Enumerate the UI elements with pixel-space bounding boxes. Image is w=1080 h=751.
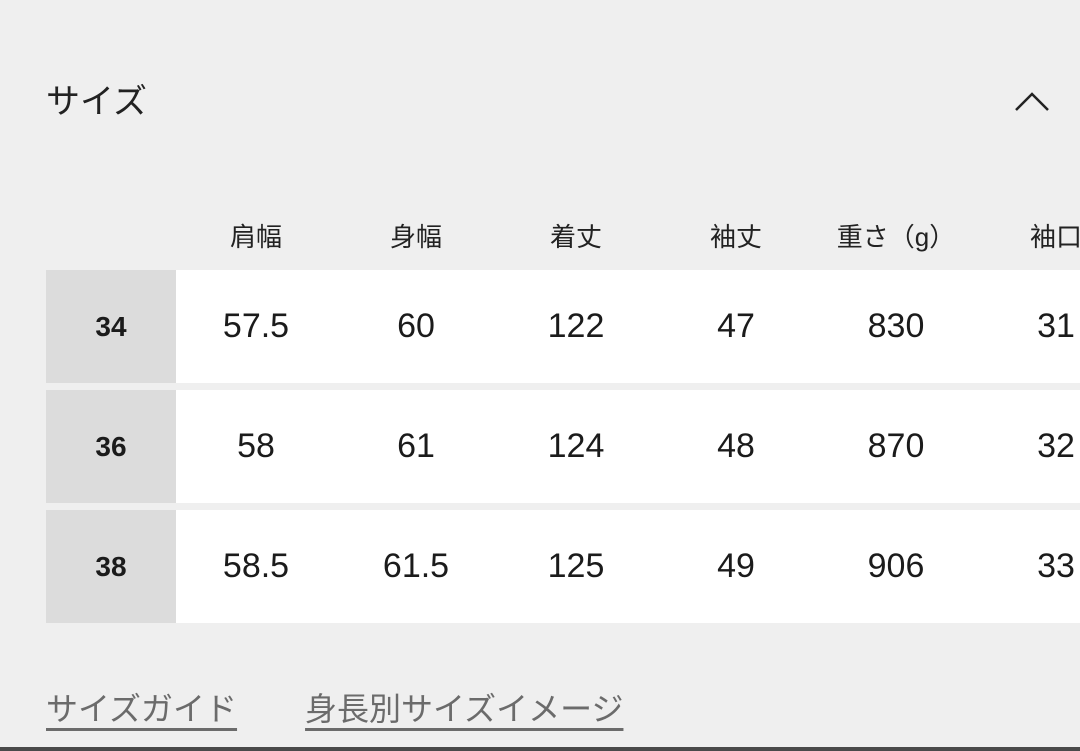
size-label: 36 [46, 390, 176, 503]
chevron-up-icon[interactable] [1012, 86, 1052, 116]
table-cell: 60 [397, 307, 435, 345]
table-row: 38 58.5 61.5 125 49 906 33 [46, 510, 1080, 623]
table-cell: 125 [547, 547, 605, 585]
table-cell: 58.5 [222, 547, 290, 585]
size-label: 38 [46, 510, 176, 623]
header-cuff: 袖口 [1029, 221, 1080, 252]
size-guide-link[interactable]: サイズガイド [46, 691, 238, 727]
links: サイズガイド 身長別サイズイメージ [46, 684, 691, 730]
table-cell: 49 [717, 547, 755, 585]
size-table: 肩幅 身幅 着丈 袖丈 重さ（g） 袖口 34 57.5 60 122 47 8… [46, 200, 1080, 630]
table-cell: 31 [1037, 307, 1075, 345]
table-cell: 830 [867, 307, 925, 345]
table-cell: 33 [1037, 547, 1075, 585]
table-row: 36 58 61 124 48 870 32 [46, 390, 1080, 503]
table-cell: 870 [867, 427, 925, 465]
table-cell: 47 [717, 307, 755, 345]
height-size-image-link[interactable]: 身長別サイズイメージ [305, 691, 624, 727]
table-cell: 57.5 [222, 307, 290, 345]
table-cell: 58 [237, 427, 275, 465]
divider [0, 747, 1080, 751]
header-shoulder: 肩幅 [229, 221, 282, 252]
section-title: サイズ [46, 83, 147, 121]
table-header: 肩幅 身幅 着丈 袖丈 重さ（g） 袖口 [46, 200, 1080, 270]
header-chest: 身幅 [389, 221, 442, 252]
header-weight: 重さ（g） [836, 221, 956, 252]
table-cell: 61 [397, 427, 435, 465]
table-cell: 124 [547, 427, 605, 465]
table-cell: 122 [547, 307, 605, 345]
table-cell: 906 [867, 547, 925, 585]
size-label: 34 [46, 270, 176, 383]
header-length: 着丈 [549, 221, 602, 252]
header-sleeve: 袖丈 [709, 221, 762, 252]
table-cell: 61.5 [382, 547, 450, 585]
table-cell: 48 [717, 427, 755, 465]
table-row: 34 57.5 60 122 47 830 31 [46, 270, 1080, 383]
table-cell: 32 [1037, 427, 1075, 465]
